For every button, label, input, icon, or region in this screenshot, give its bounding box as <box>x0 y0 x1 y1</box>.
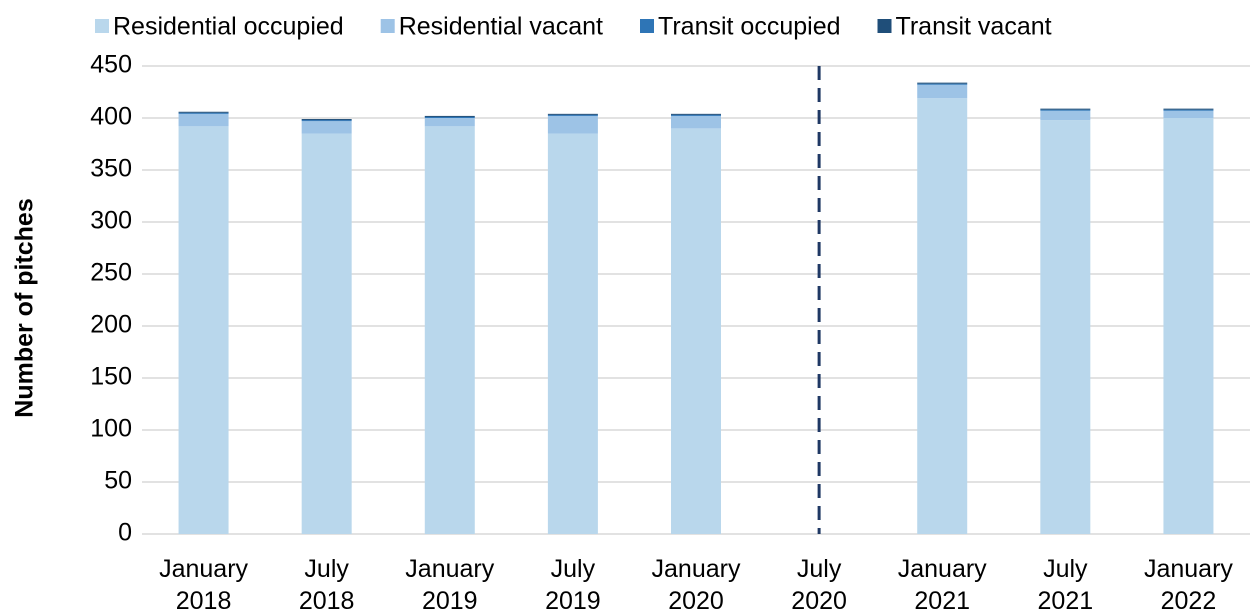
bar-segment <box>547 114 598 116</box>
legend-swatch <box>877 19 892 33</box>
x-tick-label: January 2021 <box>898 555 987 614</box>
y-tick-label: 150 <box>90 363 132 391</box>
bar-segment <box>301 121 352 134</box>
y-tick-label: 100 <box>90 415 132 443</box>
y-tick-label: 450 <box>90 51 132 79</box>
bar-segment <box>917 84 968 99</box>
x-tick-label: January 2022 <box>1144 555 1233 614</box>
legend-label: Residential occupied <box>113 13 344 41</box>
bar-segment <box>1163 118 1214 534</box>
x-tick-label: January 2018 <box>159 555 248 614</box>
bar-segment <box>547 133 598 534</box>
y-tick-label: 400 <box>90 103 132 131</box>
bar-segment <box>1163 108 1214 110</box>
bar-segment <box>178 111 229 113</box>
y-tick-label: 350 <box>90 155 132 183</box>
y-tick-label: 250 <box>90 259 132 287</box>
bar-segment <box>1040 120 1091 534</box>
bar-segment <box>671 128 721 534</box>
y-tick-label: 200 <box>90 311 132 339</box>
bar-segment <box>1040 109 1091 111</box>
bar-segment <box>671 115 721 129</box>
bar-segment <box>178 126 229 534</box>
bar-segment <box>671 114 721 116</box>
legend-label: Residential vacant <box>399 13 603 41</box>
bar-segment <box>424 118 475 127</box>
bar-segment <box>1163 110 1214 118</box>
x-tick-label: January 2020 <box>652 555 741 614</box>
x-tick-label: July 2018 <box>299 555 355 614</box>
y-tick-label: 300 <box>90 207 132 235</box>
bar-segment <box>917 98 968 535</box>
bar-segment <box>547 115 598 134</box>
x-tick-label: July 2021 <box>1038 555 1094 614</box>
bar-segment <box>1163 109 1214 111</box>
legend-label: Transit vacant <box>896 13 1052 41</box>
legend-swatch <box>640 19 654 33</box>
legend-swatch <box>95 19 109 33</box>
legend-swatch <box>380 19 395 33</box>
bar-segment <box>424 116 475 118</box>
y-axis-label: Number of pitches <box>11 198 39 417</box>
x-tick-label: July 2020 <box>791 555 847 614</box>
x-tick-label: January 2019 <box>405 555 494 614</box>
bar-segment <box>917 83 968 85</box>
bar-segment <box>917 82 968 84</box>
bar-segment <box>178 113 229 127</box>
bar-segment <box>1040 108 1091 110</box>
bar-segment <box>178 112 229 114</box>
bar-segment <box>1040 110 1091 121</box>
y-tick-label: 0 <box>118 519 132 547</box>
bar-segment <box>301 119 352 121</box>
bar-segment <box>424 115 475 117</box>
bar-segment <box>301 120 352 122</box>
bar-segment <box>301 133 352 534</box>
x-tick-label: July 2019 <box>545 555 601 614</box>
bar-segment <box>424 126 475 534</box>
bar-segment <box>671 113 721 115</box>
y-tick-label: 50 <box>104 467 132 495</box>
legend-label: Transit occupied <box>658 13 841 41</box>
bar-segment <box>547 113 598 115</box>
